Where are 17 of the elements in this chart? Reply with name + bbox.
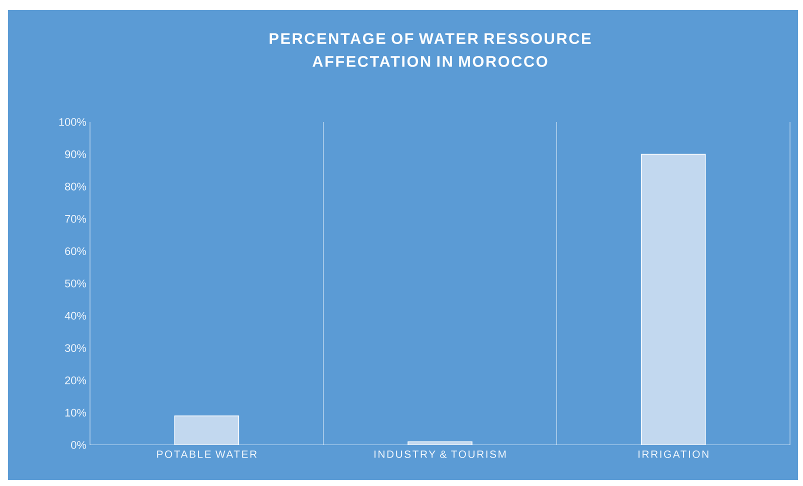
y-tick-label: 80% <box>65 182 86 190</box>
y-tick-label: 20% <box>65 376 86 384</box>
y-tick-label: 30% <box>64 344 86 352</box>
bar <box>174 416 240 445</box>
x-tick-label: IRRIGATION <box>638 450 708 458</box>
y-tick-label: 100% <box>59 118 86 126</box>
x-tick-label: INDUSTRY & TOURISM <box>374 450 506 458</box>
bar <box>640 154 706 445</box>
chart-title: PERCENTAGE OF WATER RESSOURCE AFFECTATION IN MOROCCO <box>270 33 591 67</box>
x-tick-label: POTABLE WATER <box>157 450 257 458</box>
y-tick-label: 50% <box>64 280 86 288</box>
y-tick-label: 70% <box>65 215 86 223</box>
y-tick-label: 0% <box>71 441 86 449</box>
y-tick-label: 90% <box>65 150 86 158</box>
y-tick-label: 40% <box>64 312 86 320</box>
y-tick-label: 60% <box>65 247 86 256</box>
y-tick-label: 10% <box>65 408 86 417</box>
